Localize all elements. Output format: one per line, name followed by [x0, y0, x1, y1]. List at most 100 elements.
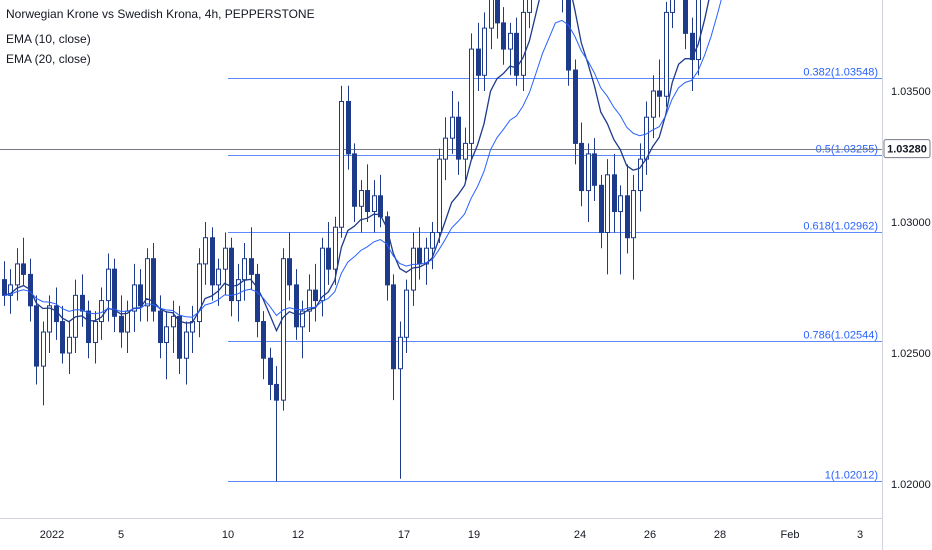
price-tick-label: 1.03000 [891, 217, 931, 229]
fib-level-label: 0.618(1.02962) [803, 221, 878, 233]
candle-body [41, 331, 46, 367]
candle-body [469, 48, 474, 144]
candle-body [359, 190, 364, 207]
candle-body [313, 289, 318, 302]
candle-body [274, 383, 279, 401]
candle-body [495, 0, 500, 24]
time-tick-label: 24 [574, 529, 586, 541]
candle-body [346, 100, 351, 155]
candle-body [249, 258, 254, 275]
candle-body [592, 153, 597, 186]
candle-body [112, 268, 117, 317]
candle-body [450, 116, 455, 139]
candle-body [437, 158, 442, 233]
candle-body [398, 336, 403, 370]
candle-body [339, 100, 344, 228]
candle-body [34, 305, 39, 367]
candle-body [651, 90, 656, 118]
candle-body [8, 284, 13, 296]
fib-level-label: 0.382(1.03548) [803, 67, 878, 79]
candle-body [690, 32, 695, 61]
candle-body [67, 336, 72, 354]
candle-body [132, 284, 137, 312]
time-tick-label: 10 [222, 529, 234, 541]
candle-body [638, 158, 643, 192]
candle-body [15, 263, 20, 286]
horizontal-lines[interactable] [0, 0, 882, 150]
candle-body [242, 258, 247, 281]
candlestick-series [2, 0, 701, 482]
price-tags: 1.054531.049951.047681.044331.03280 [883, 139, 931, 159]
time-tick-label: 26 [644, 529, 656, 541]
candle-body [60, 321, 65, 354]
candle-body [171, 315, 176, 328]
candle-body [625, 195, 630, 239]
price-tick-label: 1.02000 [891, 479, 931, 491]
candle-body [605, 174, 610, 233]
candle-body [184, 331, 189, 359]
candle-body [21, 263, 26, 275]
candle-body [106, 268, 111, 302]
time-tick-label: 12 [292, 529, 304, 541]
candle-body [573, 69, 578, 144]
candle-body [501, 22, 506, 50]
candle-body [164, 326, 169, 344]
candle-body [307, 289, 312, 312]
candle-body [670, 0, 675, 13]
ema-20-label[interactable]: EMA (20, close) [6, 52, 91, 66]
ema-20-line [3, 0, 722, 318]
candle-body [197, 263, 202, 323]
candle-body [566, 0, 571, 71]
time-tick-label: 17 [398, 529, 410, 541]
price-tag-label: 1.03280 [887, 144, 927, 156]
candle-body [664, 11, 669, 97]
candle-body [2, 279, 7, 296]
ema-10-line [3, 0, 710, 333]
candle-body [579, 142, 584, 192]
candle-body [80, 294, 85, 312]
candle-body [177, 315, 182, 359]
candle-body [430, 231, 435, 249]
time-tick-label: 2022 [40, 529, 64, 541]
ema-lines [3, 0, 722, 333]
candle-body [618, 195, 623, 213]
candle-body [210, 237, 215, 286]
candle-body [489, 0, 494, 29]
candle-body [47, 305, 52, 333]
candle-body [223, 247, 228, 270]
candle-body [294, 284, 299, 328]
candle-body [236, 279, 241, 302]
candle-body [261, 321, 266, 359]
candle-body [599, 184, 604, 233]
candle-body [586, 153, 591, 192]
price-tick-label: 1.03500 [891, 86, 931, 98]
candle-body [158, 310, 163, 344]
candle-body [203, 237, 208, 265]
candle-body [476, 48, 481, 76]
candle-body [138, 284, 143, 307]
candle-body [216, 268, 221, 286]
candle-body [281, 258, 286, 401]
candle-body [145, 258, 150, 307]
candle-body [644, 116, 649, 160]
candle-body [404, 289, 409, 338]
candle-body [333, 226, 338, 270]
candle-body [352, 153, 357, 207]
candle-body [372, 195, 377, 213]
candle-body [255, 273, 260, 323]
price-tag [883, 139, 931, 159]
candle-body [287, 258, 292, 286]
time-tick-label: Feb [781, 529, 800, 541]
candle-body [93, 321, 98, 344]
candle-body [508, 32, 513, 50]
candle-body [86, 310, 91, 344]
ema-10-label[interactable]: EMA (10, close) [6, 32, 91, 46]
time-axis[interactable]: 2022 5 10 12 17 19 24 26 28 Feb 3 [40, 529, 863, 541]
candle-body [268, 357, 273, 385]
fib-level-label: 0.786(1.02544) [803, 330, 878, 342]
time-tick-label: 3 [857, 529, 863, 541]
candle-body [657, 90, 662, 97]
